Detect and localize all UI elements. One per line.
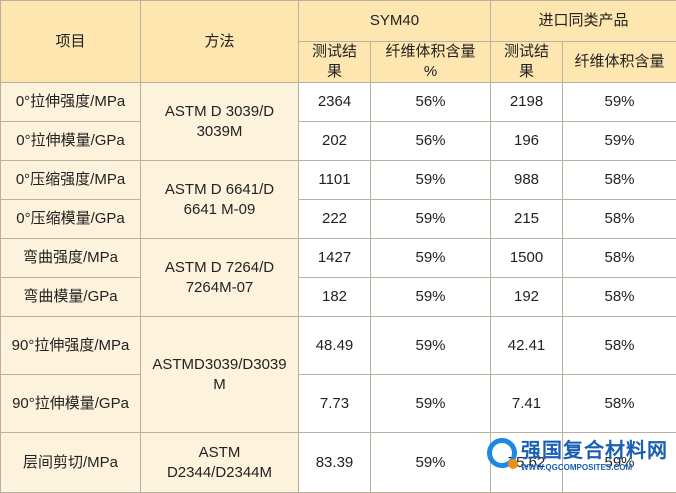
header-sub: 纤维体积含量 [563, 42, 676, 83]
cell: 1101 [299, 161, 371, 200]
watermark: 强国复合材料网 WWW.QGCOMPOSITES.COM [487, 434, 668, 472]
cell: 59% [371, 161, 491, 200]
cell: 192 [491, 278, 563, 317]
cell: 59% [371, 317, 491, 375]
cell: 58% [563, 200, 676, 239]
header-sub: 测试结果 [299, 42, 371, 83]
header-group: SYM40 [299, 1, 491, 42]
cell: 59% [371, 239, 491, 278]
cell: 48.49 [299, 317, 371, 375]
cell: 7.41 [491, 375, 563, 433]
header-group: 进口同类产品 [491, 1, 676, 42]
watermark-logo [487, 438, 517, 468]
cell: 59% [563, 83, 676, 122]
cell: 83.39 [299, 433, 371, 493]
cell: 59% [371, 278, 491, 317]
row-item: 90°拉伸模量/GPa [1, 375, 141, 433]
row-method: ASTMD3039/D3039M [141, 317, 299, 433]
cell: 58% [563, 278, 676, 317]
cell: 56% [371, 122, 491, 161]
row-item: 90°拉伸强度/MPa [1, 317, 141, 375]
row-method: ASTM D 7264/D 7264M-07 [141, 239, 299, 317]
row-item: 0°压缩模量/GPa [1, 200, 141, 239]
cell: 59% [371, 200, 491, 239]
header-item: 项目 [1, 1, 141, 83]
cell: 42.41 [491, 317, 563, 375]
cell: 7.73 [299, 375, 371, 433]
cell: 202 [299, 122, 371, 161]
row-method: ASTM D 6641/D 6641 M-09 [141, 161, 299, 239]
cell: 58% [563, 375, 676, 433]
cell: 988 [491, 161, 563, 200]
row-item: 层间剪切/MPa [1, 433, 141, 493]
cell: 222 [299, 200, 371, 239]
cell: 58% [563, 239, 676, 278]
row-method: ASTM D 3039/D 3039M [141, 83, 299, 161]
cell: 2364 [299, 83, 371, 122]
watermark-title: 强国复合材料网 [521, 434, 668, 463]
cell: 1427 [299, 239, 371, 278]
cell: 215 [491, 200, 563, 239]
row-method: ASTM D2344/D2344M [141, 433, 299, 493]
header-sub: 纤维体积含量 % [371, 42, 491, 83]
cell: 182 [299, 278, 371, 317]
cell: 59% [563, 122, 676, 161]
cell: 58% [563, 161, 676, 200]
header-method: 方法 [141, 1, 299, 83]
row-item: 0°拉伸模量/GPa [1, 122, 141, 161]
cell: 1500 [491, 239, 563, 278]
row-item: 弯曲模量/GPa [1, 278, 141, 317]
row-item: 弯曲强度/MPa [1, 239, 141, 278]
header-sub: 测试结果 [491, 42, 563, 83]
cell: 196 [491, 122, 563, 161]
cell: 56% [371, 83, 491, 122]
cell: 58% [563, 317, 676, 375]
cell: 2198 [491, 83, 563, 122]
cell: 59% [371, 433, 491, 493]
row-item: 0°拉伸强度/MPa [1, 83, 141, 122]
row-item: 0°压缩强度/MPa [1, 161, 141, 200]
cell: 59% [371, 375, 491, 433]
watermark-url: WWW.QGCOMPOSITES.COM [521, 463, 668, 472]
